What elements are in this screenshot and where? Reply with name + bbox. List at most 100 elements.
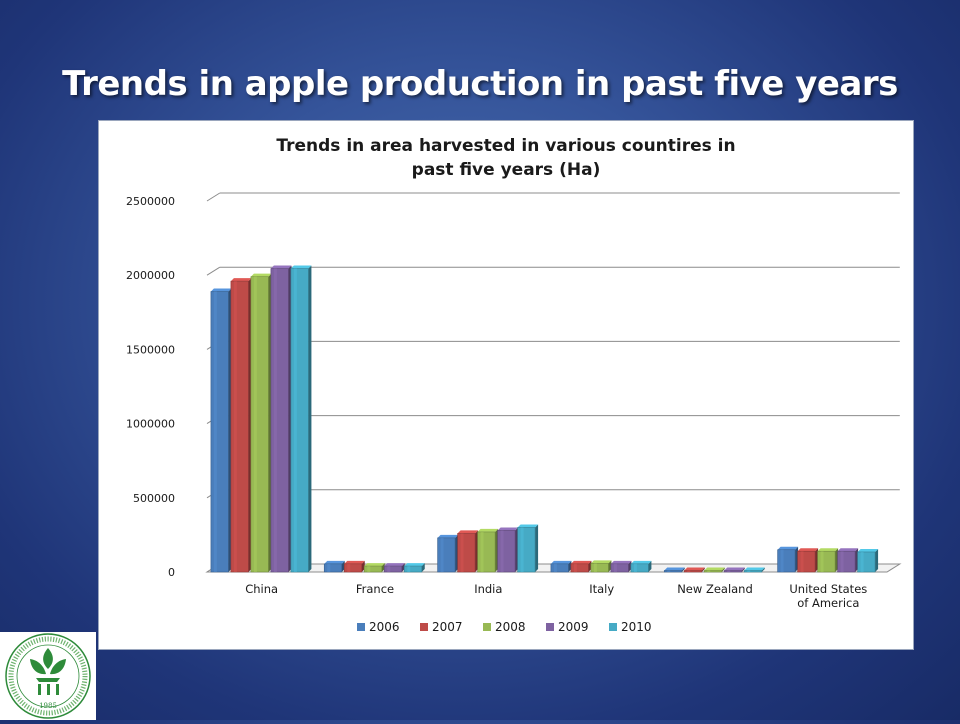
bar [777,549,796,573]
bar-top [230,278,252,282]
bar-top [210,288,232,292]
bar-top [857,548,879,552]
grid-depth-line [206,266,221,276]
bar-top [437,534,459,538]
bar-highlight [327,563,331,572]
bar-top [630,560,652,564]
bar-top [457,530,479,534]
bar [403,565,423,573]
bar [363,565,383,573]
legend-swatch [357,623,365,631]
bar-top [684,567,705,571]
bar [323,563,343,573]
x-tick-label: China [245,582,278,596]
bar [837,550,856,573]
bar-top [704,567,725,571]
bar-highlight [593,563,597,572]
institute-logo: 1985 [0,632,96,720]
x-tick-label: United States [789,582,867,596]
bar-side [741,567,745,572]
bar [270,268,289,573]
x-tick-label: France [356,582,394,596]
bar-top [837,548,859,552]
bar-highlight [480,531,484,572]
bar [343,563,363,573]
bar [437,537,456,573]
bar-top [324,560,345,564]
legend-label: 2009 [558,620,589,634]
bar-side [875,548,879,572]
bar-side [701,567,705,572]
bar-highlight [460,533,464,572]
bar [290,268,309,573]
bar-side [421,563,425,572]
bar-highlight [840,551,844,572]
bar [230,280,249,573]
bar-top [290,265,312,269]
logo-inner-ring [16,644,80,708]
bar-top [384,563,405,567]
bar [250,276,269,573]
bar-highlight [407,566,411,572]
bar-highlight [500,530,504,572]
bar-top [664,567,685,571]
bar [817,550,836,573]
y-tick-label: 2500000 [126,195,175,208]
bar [497,530,516,573]
bar-highlight [667,570,671,572]
x-tick-label: New Zealand [677,582,753,596]
bar [663,570,683,573]
x-tick-label: India [474,582,502,596]
x-tick-label: of America [797,596,859,610]
bar [477,531,496,573]
bar-highlight [633,563,637,572]
bar-top [570,560,592,564]
bar-highlight [707,570,711,572]
bar-top [344,560,365,564]
bar-side [648,560,652,572]
bar-highlight [440,537,444,572]
legend-swatch [420,623,428,631]
bar [517,527,536,573]
bar-top [817,548,839,552]
bar-highlight [860,551,864,572]
bar [457,533,476,573]
bar-highlight [573,563,577,572]
leaf-emblem-icon [30,648,66,695]
x-tick-label: Italy [589,582,614,596]
bar-highlight [347,563,351,572]
bar-highlight [520,527,524,572]
bar [797,550,816,573]
y-tick-label: 0 [168,566,175,579]
logo-outer-ring [5,633,91,719]
bar [210,291,229,573]
bar-top [550,560,572,564]
bar [743,570,763,573]
bar-top [744,567,765,571]
chart-title-line: Trends in area harvested in various coun… [276,136,735,156]
bar-top [797,548,819,552]
bar [570,563,589,573]
bar-side [401,563,405,572]
bar-highlight [293,268,297,572]
bar-highlight [273,268,277,572]
bar [630,563,649,573]
bar-top [497,527,519,531]
bar-top [250,273,272,277]
bar-highlight [687,570,691,572]
bar-highlight [747,570,751,572]
slide-title: Trends in apple production in past five … [62,64,898,104]
bar-highlight [780,549,784,572]
legend-label: 2006 [369,620,400,634]
legend-label: 2008 [495,620,526,634]
legend-label: 2010 [621,620,652,634]
bar-top [270,265,292,269]
bar-top [724,567,745,571]
grid-depth-line [206,192,221,202]
bar-top [777,546,799,550]
bar-top [477,528,499,532]
bar [590,563,609,573]
bar [683,570,703,573]
bar [857,551,876,573]
bar-highlight [820,551,824,572]
